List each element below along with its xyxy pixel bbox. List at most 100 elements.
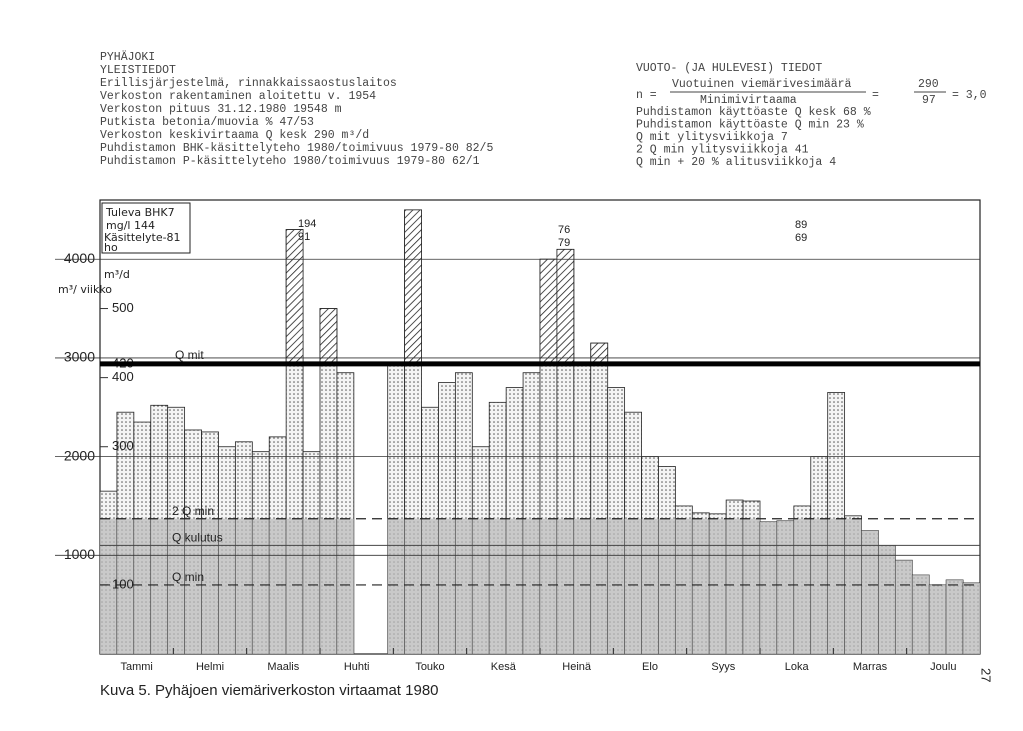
bar-base [472, 518, 490, 654]
bar-base [184, 518, 202, 654]
bar-base [844, 518, 862, 654]
y-tick-label: 4000 [64, 250, 95, 266]
formula-den: 97 [922, 94, 936, 107]
info-line: 2 Q min ylitysviikkoja 41 [636, 144, 809, 157]
bar-base [624, 518, 642, 654]
bar-note: 194 [298, 218, 316, 230]
bar-base [286, 518, 304, 654]
caption: Kuva 5. Pyhäjoen viemäriverkoston virtaa… [100, 682, 439, 699]
info-line: Puhdistamon käyttöaste Q min 23 % [636, 119, 864, 132]
info-line: YLEISTIEDOT [100, 64, 176, 77]
bar-base [489, 518, 507, 654]
legend-text: mg/l 144 [106, 219, 155, 232]
x-tick-label: Marras [853, 661, 888, 673]
x-tick-label: Loka [785, 661, 810, 673]
formula-lhs: n = [636, 89, 657, 102]
x-tick-label: Joulu [930, 661, 956, 673]
info-line: Puhdistamon käyttöaste Q kesk 68 % [636, 106, 871, 119]
bar-base [455, 518, 473, 654]
info-line: Putkista betonia/muovia % 47/53 [100, 116, 314, 129]
formula-result: = 3,0 [952, 89, 987, 102]
bar-base [540, 518, 557, 654]
y-tick-label: 2000 [64, 447, 95, 463]
bar-base [320, 518, 337, 654]
x-tick-label: Syys [711, 661, 735, 673]
bar-base [946, 579, 964, 654]
bar-note: 91 [298, 231, 310, 243]
bar-base [963, 582, 980, 654]
bar-base [776, 520, 794, 654]
bar-note: 79 [558, 237, 570, 249]
bar-base [760, 521, 777, 654]
bar-base [387, 518, 405, 654]
bar-note: 69 [795, 232, 807, 244]
reference-label: 2 Q min [172, 504, 214, 518]
info-line: Verkoston pituus 31.12.1980 19548 m [100, 103, 342, 116]
bar-base [861, 530, 879, 654]
bar-base [607, 518, 625, 654]
legend-text: Käsittelyte-81 [104, 231, 181, 244]
x-tick-label: Heinä [562, 661, 592, 673]
bar-excess [556, 248, 575, 365]
legend-box [101, 202, 191, 254]
bar-base [404, 518, 422, 654]
bar-base [218, 518, 236, 654]
x-tick-label: Huhti [344, 661, 370, 673]
y-tick-label: 3000 [64, 349, 95, 365]
info-line: PYHÄJOKI [100, 51, 155, 64]
bar-base [303, 518, 320, 654]
bar-base [726, 518, 744, 654]
bar-base [133, 518, 151, 654]
bar-base [878, 545, 896, 654]
bar-base [675, 518, 693, 654]
bar-base [810, 518, 828, 654]
bar-base [167, 518, 185, 654]
info-line: Verkoston rakentaminen aloitettu v. 1954 [100, 90, 376, 103]
formula-mid: = [872, 89, 879, 102]
y-tick-label: 1000 [64, 546, 95, 562]
y2-axis-label: m³/d [104, 268, 130, 281]
bar-excess [319, 308, 338, 365]
y2-tick-label: 400 [112, 369, 134, 384]
x-tick-label: Tammi [120, 661, 152, 673]
info-line: Verkoston keskivirtaama Q kesk 290 m³/d [100, 129, 369, 142]
bar-excess [590, 342, 609, 365]
formula-num: 290 [918, 78, 939, 91]
legend-text: Tuleva BHK7 [105, 206, 175, 219]
bar-base [641, 518, 659, 654]
bar-base [912, 575, 930, 654]
bar-base [523, 518, 540, 654]
info-line: Erillisjärjestelmä, rinnakkaissaostuslai… [100, 77, 397, 90]
reference-label: Q kulutus [172, 531, 223, 545]
y2-tick-label: 100 [112, 576, 134, 591]
bar-base [506, 518, 524, 654]
bar-excess [285, 229, 304, 365]
bar-base [116, 518, 134, 654]
info-line: Q mit ylitysviikkoja 7 [636, 131, 788, 144]
formula-denominator: Minimivirtaama [700, 94, 797, 107]
page-number: 27 [979, 668, 994, 682]
bar-base [252, 518, 270, 654]
reference-label: Q mit [175, 348, 204, 362]
bar-excess [404, 209, 422, 365]
bar-base [658, 518, 676, 654]
info-line: Puhdistamon P-käsittelyteho 1980/toimivu… [100, 155, 480, 168]
bar-base [895, 560, 913, 654]
bar-base [336, 518, 354, 654]
bar-base [269, 518, 287, 654]
bar-base [793, 518, 811, 654]
formula-numerator: Vuotuinen viemärivesimäärä [672, 78, 852, 91]
y2-tick-label: 500 [112, 300, 134, 315]
bar-base [201, 518, 219, 654]
reference-label: Q min [172, 570, 204, 584]
right-title: VUOTO- (JA HULEVESI) TIEDOT [636, 62, 822, 75]
legend-text: ho [104, 241, 118, 254]
info-line: Puhdistamon BHK-käsittelyteho 1980/toimi… [100, 142, 493, 155]
x-tick-label: Elo [642, 661, 658, 673]
x-tick-label: Touko [415, 661, 444, 673]
x-tick-label: Helmi [196, 661, 224, 673]
y-axis-label: m³/ viikko [58, 283, 112, 296]
bar-excess [539, 258, 558, 365]
bar-base [556, 518, 574, 654]
bar-note: 89 [795, 219, 807, 231]
